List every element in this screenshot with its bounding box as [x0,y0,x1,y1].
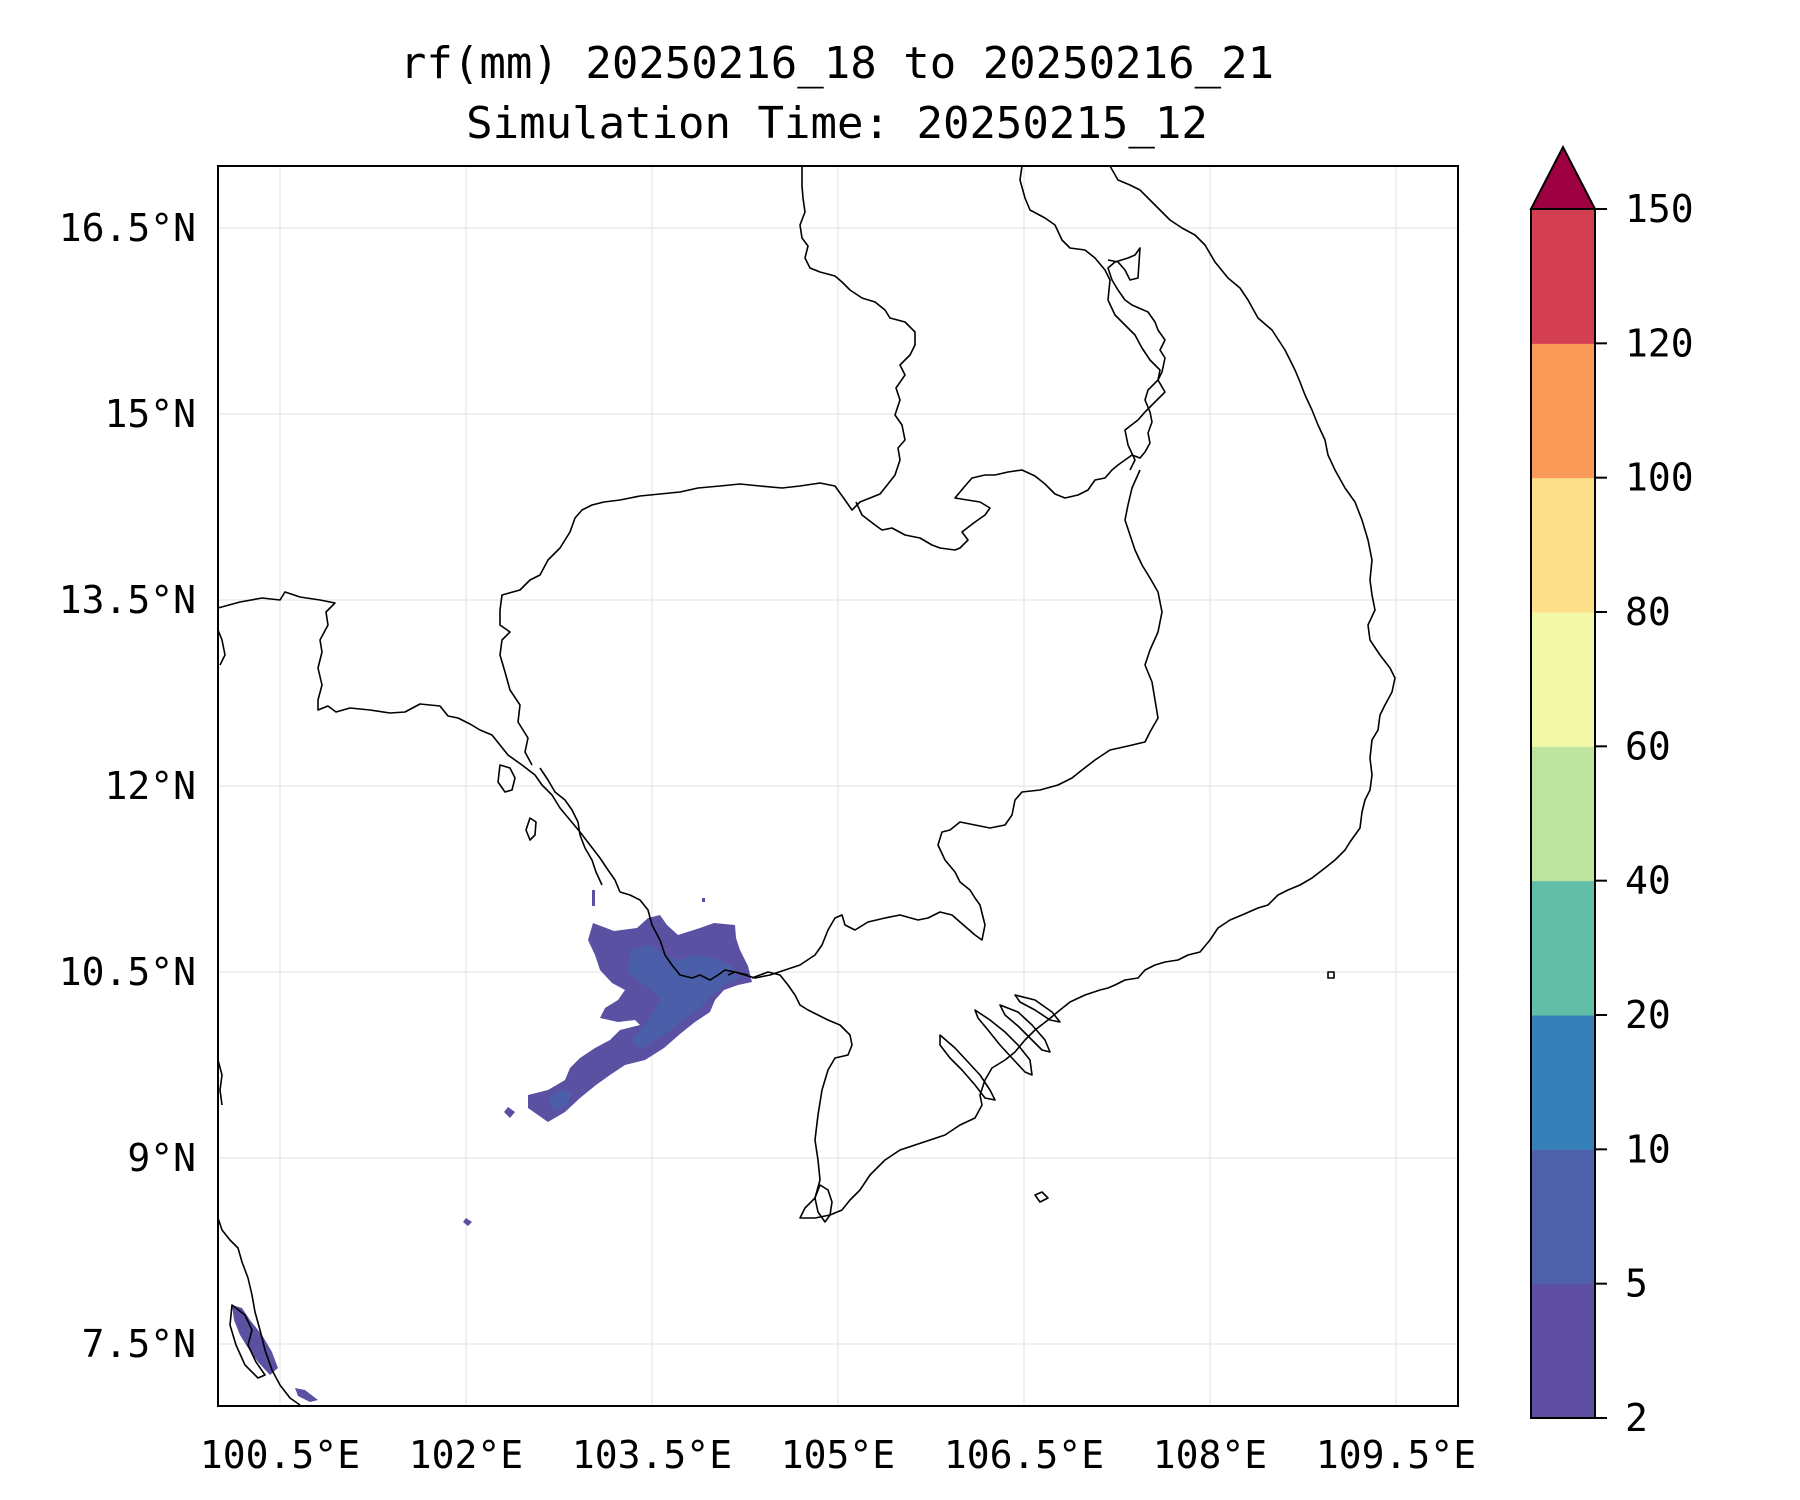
map-frame [217,165,1459,1407]
thailand-coast-west [217,629,226,666]
vietnam-coast [1099,165,1396,991]
gridlines [218,166,1458,1406]
lon-tick-label: 109.5°E [1316,1433,1476,1477]
colorbar-tick-label: 100 [1625,456,1694,500]
cambodia-thailand-border [217,591,621,893]
map-title: rf(mm) 20250216_18 to 20250216_21 Simula… [0,34,1674,154]
island-koh-kut [525,817,537,841]
colorbar-segment [1531,612,1595,747]
lon-tick-label: 102°E [409,1433,523,1477]
rainfall-area-core [628,945,740,1050]
lon-tick-label: 105°E [781,1433,895,1477]
colorbar-tick-label: 60 [1625,724,1671,768]
colorbar-segment [1531,477,1595,613]
lon-tick-label: 103.5°E [572,1433,732,1477]
colorbar: 2 5 10 20 40 60 80 100 120 150 [1529,144,1694,1440]
latitude-tick-labels: 7.5°N 9°N 10.5°N 12°N 13.5°N 15°N 16.5°N [59,206,196,1366]
colorbar-tick-label: 80 [1625,590,1671,634]
title-line-2: Simulation Time: 20250215_12 [466,98,1208,149]
colorbar-tick-label: 150 [1625,187,1694,231]
lat-tick-label: 13.5°N [59,578,196,622]
laos-cambodia-border [855,247,1166,551]
mekong-channel-1 [939,1034,996,1101]
coastlines-borders [217,165,1396,1406]
colorbar-segment [1531,880,1595,1016]
title-line-1: rf(mm) 20250216_18 to 20250216_21 [399,38,1275,89]
island-samui-group [229,1304,266,1379]
colorbar-tick-label: 20 [1625,993,1671,1037]
island-koh-chang [497,764,516,793]
gulf-coast-cambodia [619,891,749,981]
lat-tick-label: 9°N [127,1136,196,1180]
cambodia-vietnam-border-east [727,469,1163,979]
lon-tick-label: 108°E [1153,1433,1267,1477]
colorbar-segment [1531,1015,1595,1150]
rainfall-area-southwest [232,1305,278,1375]
rainfall-speck-3 [592,890,595,906]
lat-tick-label: 10.5°N [59,950,196,994]
colorbar-tick-label: 5 [1625,1262,1648,1306]
colorbar-segment [1531,746,1595,882]
rainfall-speck-1 [504,1107,515,1118]
colorbar-tick-label: 40 [1625,859,1671,903]
island-con-dao [1034,1191,1049,1203]
rainfall-speck-4 [702,898,705,902]
colorbar-extend-triangle [1529,144,1597,210]
lat-tick-label: 15°N [104,392,196,436]
colorbar-segment [1531,1283,1595,1419]
mekong-channel-3 [999,1004,1051,1053]
colorbar-tick-label: 2 [1625,1396,1648,1440]
rainfall-area-core-2 [548,1090,572,1110]
cambodia-border-north [499,166,916,766]
lat-tick-label: 7.5°N [82,1322,196,1366]
island-small-east [1327,971,1335,979]
rainfall-speck-2 [463,1218,472,1226]
colorbar-tick-label: 10 [1625,1127,1671,1171]
lat-tick-label: 12°N [104,764,196,808]
gulf-coast-north [539,767,603,886]
lon-tick-label: 106.5°E [944,1433,1104,1477]
rainfall-area-southwest-2 [295,1388,318,1402]
colorbar-segment [1531,1149,1595,1285]
thailand-coast-south [217,1217,301,1406]
lon-tick-label: 100.5°E [200,1433,360,1477]
colorbar-outline [1530,208,1596,1419]
lat-tick-label: 16.5°N [59,206,196,250]
colorbar-segment [1531,343,1595,479]
thailand-coast-west-2 [217,1059,223,1106]
mekong-channel-2 [974,1009,1033,1076]
colorbar-segment [1531,209,1595,344]
colorbar-tick-label: 120 [1625,321,1694,365]
island-phu-quoc [814,1184,833,1223]
mekong-delta-coast [751,971,1101,1219]
longitude-tick-labels: 100.5°E 102°E 103.5°E 105°E 106.5°E 108°E 109.… [200,1433,1476,1477]
rainfall-shading [232,890,752,1402]
mekong-channel-4 [1014,994,1061,1023]
vietnam-laos-border [1019,165,1166,471]
